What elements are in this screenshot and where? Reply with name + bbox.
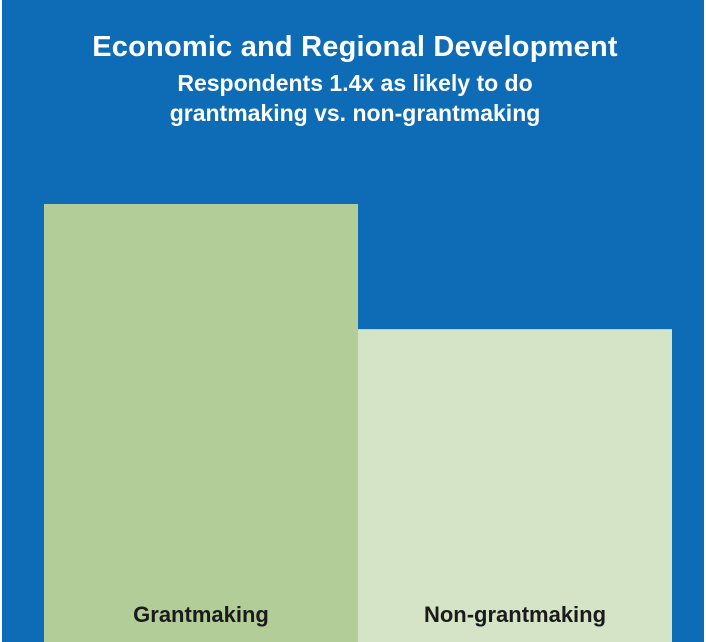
subtitle-line-1: Respondents 1.4x as likely to do [177,70,533,96]
category-label-grantmaking: Grantmaking [133,602,269,627]
bar-non-grantmaking [358,329,672,642]
chart-title: Economic and Regional Development [92,31,618,63]
category-label-non-grantmaking: Non-grantmaking [424,602,606,627]
subtitle-line-2: grantmaking vs. non-grantmaking [169,100,541,126]
bar-grantmaking [44,204,358,642]
chart-subtitle: Respondents 1.4x as likely to do grantma… [2,68,704,128]
